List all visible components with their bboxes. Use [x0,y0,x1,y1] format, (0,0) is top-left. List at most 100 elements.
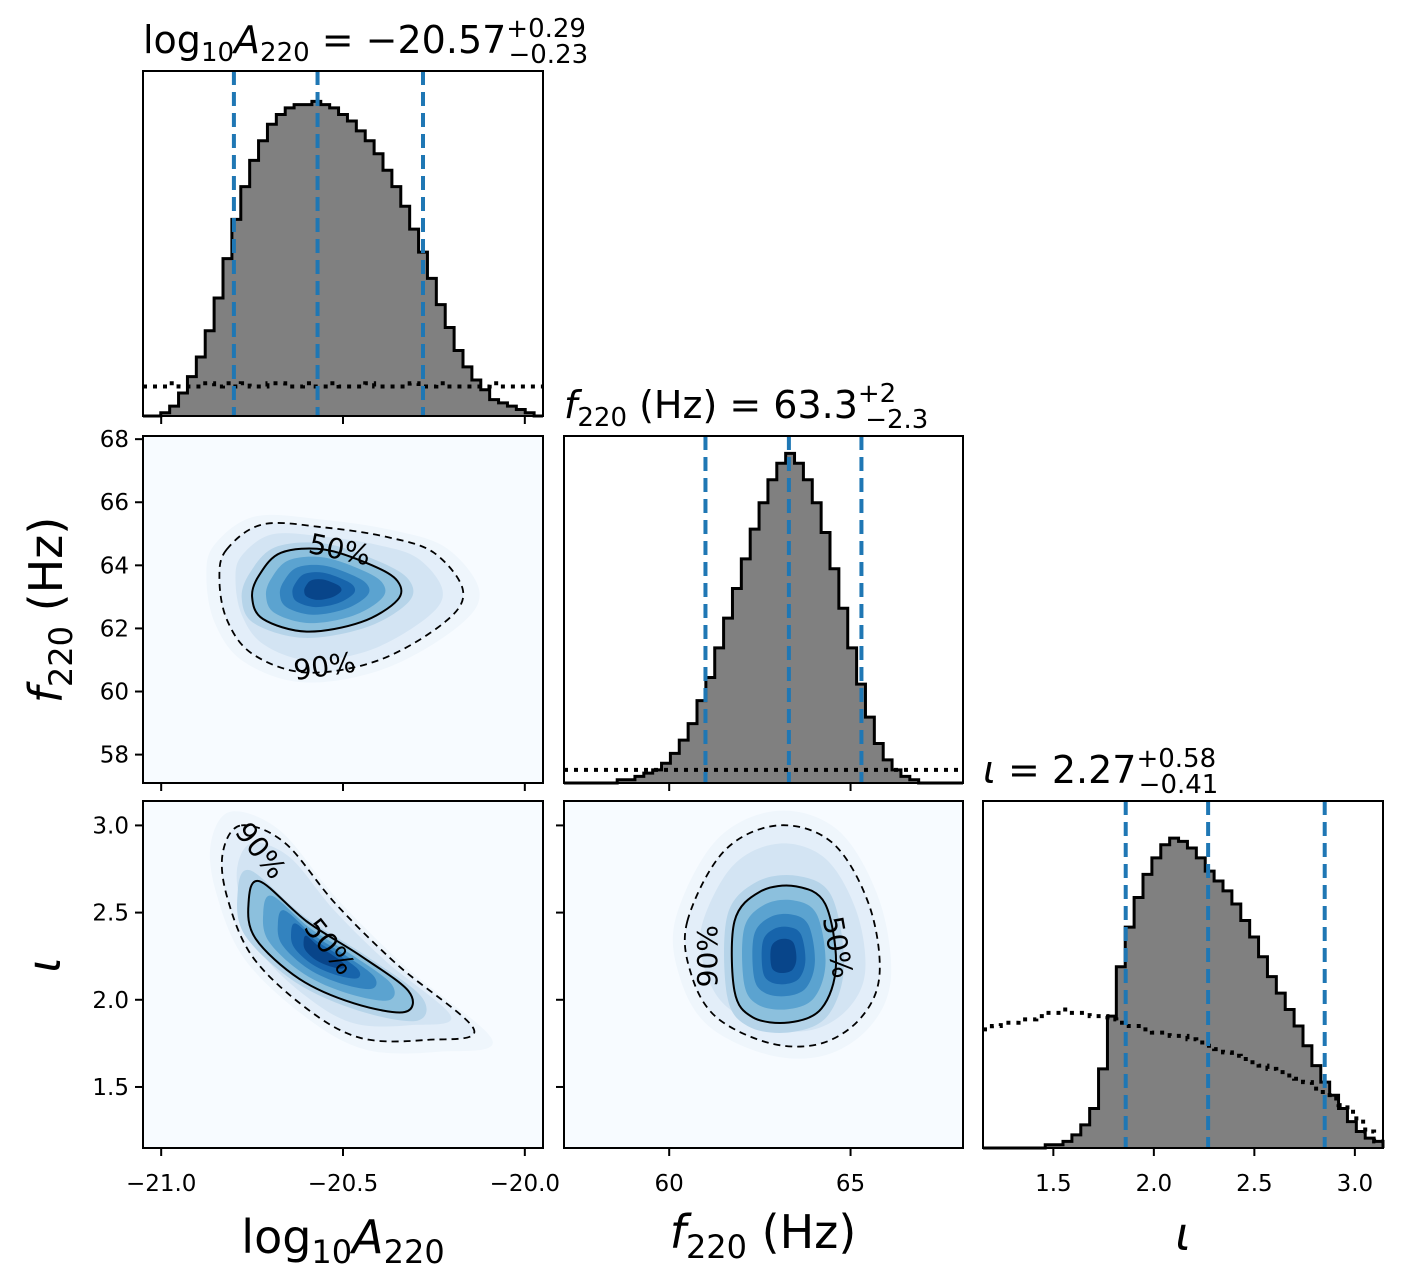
posterior-bar-iota-28 [1231,904,1242,1148]
posterior-bar-log10A220-14 [267,124,277,417]
posterior-bar-log10A220-17 [294,104,304,416]
density-level-log10A220-f220-8 [304,579,342,600]
posterior-bar-f220-15 [697,700,707,783]
posterior-bar-iota-39 [1329,1095,1340,1148]
posterior-bar-log10A220-4 [178,393,188,416]
posterior-bar-f220-30 [830,568,840,783]
posterior-bar-log10A220-20 [320,104,331,416]
ytick-label-f220-3: 64 [100,553,129,579]
posterior-bar-f220-35 [874,743,884,783]
panel-title-iota: ι = 2.27+0.58 −0.41 [983,744,1218,800]
posterior-bar-f220-22 [759,502,769,783]
posterior-bar-log10A220-2 [160,412,171,416]
posterior-bar-log10A220-35 [454,350,464,416]
posterior-bar-iota-30 [1249,937,1260,1148]
prior-outline-log10A220 [143,381,543,389]
density-layer [143,436,963,1148]
posterior-outline-iota [983,836,1385,1150]
posterior-bar-iota-25 [1205,871,1215,1148]
posterior-outline-f220 [564,451,963,785]
posterior-bar-log10A220-25 [365,140,375,416]
posterior-bar-iota-38 [1320,1082,1331,1148]
posterior-bar-iota-27 [1223,890,1233,1148]
posterior-bar-log10A220-41 [507,406,517,416]
xtick-label-log10A220-1: −20.5 [308,1171,378,1197]
posterior-bar-iota-12 [1089,1108,1100,1148]
panel-title-f220: f220 (Hz) = 63.3+2 −2.3 [564,379,928,435]
posterior-bar-log10A220-33 [436,304,446,416]
contour-50-log10A220-iota [247,879,414,1014]
posterior-bar-f220-8 [634,776,645,783]
contour-50-f220-iota [730,884,838,1025]
posterior-bar-f220-26 [794,463,804,783]
posterior-bar-iota-31 [1258,956,1268,1148]
posterior-bar-log10A220-23 [347,121,357,417]
posterior-bar-iota-7 [1045,1144,1055,1148]
posterior-bar-log10A220-42 [516,409,526,416]
posterior-bar-iota-42 [1356,1131,1366,1148]
posterior-bar-log10A220-9 [223,258,233,416]
posterior-bar-log10A220-28 [391,186,402,416]
contour-90-f220-iota [683,824,881,1048]
posterior-bar-f220-13 [679,740,689,783]
posterior-bar-f220-11 [661,763,671,783]
posterior-bar-f220-10 [652,769,663,783]
posterior-bar-f220-24 [776,463,787,783]
posterior-bar-iota-23 [1187,848,1197,1148]
posterior-bar-log10A220-12 [249,160,260,416]
panel-frame-1-2 [563,800,964,1149]
x-axis-label-iota: ι [1175,1207,1191,1261]
x-axis-label-log10A220: log10A220 [241,1210,444,1271]
posterior-bar-f220-32 [847,647,858,783]
posterior-bar-f220-16 [705,677,716,783]
posterior-bar-f220-19 [732,588,742,783]
posterior-bar-iota-18 [1143,874,1153,1148]
posterior-bar-f220-7 [626,779,636,783]
posterior-bar-log10A220-18 [303,104,313,416]
posterior-bar-log10A220-38 [480,389,491,416]
posterior-bar-log10A220-21 [329,107,340,416]
posterior-bar-f220-39 [909,779,920,783]
posterior-outline-log10A220 [143,99,543,418]
posterior-bar-iota-8 [1054,1144,1064,1148]
contour-90-log10A220-f220 [218,522,465,674]
posterior-bar-f220-23 [767,479,778,783]
posterior-bar-iota-20 [1160,844,1171,1148]
panel-frame-1-1 [563,435,964,784]
posterior-bar-iota-41 [1347,1121,1357,1148]
posterior-bar-log10A220-24 [356,130,366,417]
posterior-bar-iota-15 [1116,966,1126,1148]
posterior-bar-log10A220-3 [169,406,180,416]
posterior-bar-log10A220-10 [231,219,242,416]
density-level-f220-iota-8 [770,938,797,974]
posterior-bar-iota-19 [1151,857,1162,1148]
frames-layer [135,70,1384,1156]
y-axis-label-f220: f220 (Hz) [19,517,80,704]
posterior-bar-iota-22 [1178,841,1188,1148]
posterior-bar-f220-20 [741,558,751,783]
density-level-log10A220-iota-8 [303,935,345,969]
contour-label-f220-iota-1: 90% [691,925,724,987]
xtick-label-f220-0: 60 [655,1171,684,1197]
posterior-bar-f220-6 [617,779,627,783]
panel-frame-2-2 [982,800,1384,1149]
posterior-bar-f220-37 [892,769,902,783]
ytick-label-f220-4: 66 [100,490,129,516]
posterior-bar-f220-34 [865,717,875,783]
posterior-bar-iota-34 [1285,1009,1295,1148]
posterior-bar-log10A220-7 [205,330,215,416]
posterior-bar-f220-31 [838,608,849,783]
posterior-bar-iota-37 [1311,1065,1322,1148]
posterior-bar-log10A220-13 [258,140,268,416]
y-axis-label-iota: ι [17,957,71,973]
posterior-bar-log10A220-30 [409,229,420,416]
ytick-label-iota-2: 2.5 [92,901,129,927]
ytick-label-iota-3: 3.0 [92,813,129,839]
posterior-bar-f220-38 [900,776,911,783]
posterior-bar-iota-40 [1338,1108,1348,1148]
ytick-label-f220-2: 62 [100,616,129,642]
posterior-bar-log10A220-34 [445,327,455,416]
xtick-label-iota-3: 3.0 [1337,1171,1374,1197]
posterior-bar-log10A220-6 [196,357,206,416]
posterior-bar-log10A220-40 [498,402,508,416]
